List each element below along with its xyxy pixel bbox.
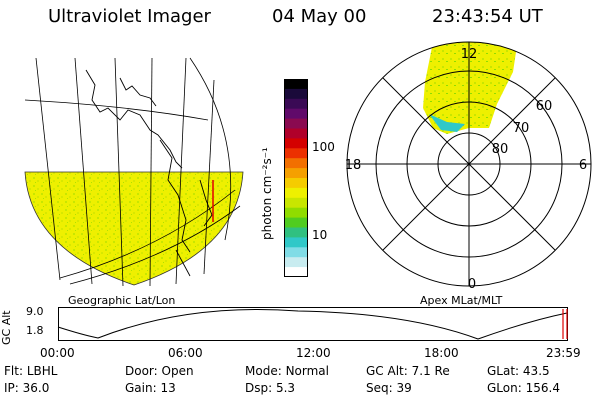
status-glat: GLat: 43.5	[487, 364, 550, 378]
status-gain: Gain: 13	[125, 381, 176, 395]
status-gc-alt: GC Alt: 7.1 Re	[366, 364, 450, 378]
mlt-diagonal-2	[382, 77, 556, 251]
parallel-lines	[24, 99, 241, 285]
meridian-lines	[35, 57, 232, 287]
status-dsp: Dsp: 5.3	[245, 381, 296, 395]
colorbar-band	[284, 138, 308, 149]
status-door: Door: Open	[125, 364, 194, 378]
geographic-label: Geographic Lat/Lon	[68, 294, 176, 307]
colorbar-frame	[284, 79, 308, 277]
polar-plot: 12 18 6 0 60 70 80	[345, 41, 592, 292]
coastlines	[85, 69, 213, 277]
mlt-label-12: 12	[461, 47, 478, 62]
time-tick-2359: 23:59	[546, 346, 581, 360]
colorbar-band	[284, 217, 308, 228]
status-ip: IP: 36.0	[4, 381, 50, 395]
colorbar-unit-label: photon cm⁻²s⁻¹	[260, 147, 274, 240]
color-bar	[284, 79, 308, 278]
apex-label: Apex MLat/MLT	[420, 294, 503, 307]
altitude-tick-1-8: 1.8	[26, 324, 44, 337]
altitude-axis-title: GC Alt	[0, 310, 13, 345]
time-tick-1800: 18:00	[424, 346, 459, 360]
colorbar-band	[284, 88, 308, 100]
status-flt: Flt: LBHL	[4, 364, 58, 378]
status-mode: Mode: Normal	[245, 364, 329, 378]
time-tick-1200: 12:00	[296, 346, 331, 360]
mlt-label-6: 6	[579, 158, 587, 173]
colorbar-band	[284, 118, 308, 129]
time-tick-0600: 06:00	[168, 346, 203, 360]
colorbar-tick-100: 100	[312, 140, 335, 154]
colorbar-band	[284, 108, 308, 120]
colorbar-band	[284, 187, 308, 199]
time-label: 23:43:54 UT	[432, 6, 543, 27]
geographic-image	[24, 57, 244, 287]
colorbar-band	[284, 257, 308, 268]
colorbar-band	[284, 207, 308, 219]
image-fill	[24, 171, 244, 286]
colorbar-band	[284, 247, 308, 258]
colorbar-band	[284, 267, 308, 278]
altitude-curve	[57, 309, 568, 340]
mlt-label-0: 0	[468, 277, 476, 292]
colorbar-band	[284, 168, 308, 179]
mlt-label-18: 18	[345, 158, 362, 173]
status-seq: Seq: 39	[366, 381, 412, 395]
colorbar-band	[284, 79, 308, 90]
colorbar-band	[284, 148, 308, 159]
colorbar-band	[284, 98, 308, 110]
altitude-frame	[58, 307, 568, 341]
date-label: 04 May 00	[272, 6, 367, 27]
colorbar-band	[284, 237, 308, 248]
lat-label-80: 80	[492, 142, 509, 157]
altitude-plot	[57, 307, 568, 341]
status-glon: GLon: 156.4	[487, 381, 560, 395]
colorbar-band	[284, 128, 308, 139]
colorbar-tick-10: 10	[312, 228, 328, 242]
polar-image-fill	[423, 42, 519, 134]
instrument-title: Ultraviolet Imager	[48, 6, 211, 27]
lat-label-70: 70	[513, 121, 530, 136]
colorbar-band	[284, 178, 308, 189]
colorbar-band	[284, 197, 308, 209]
colorbar-band	[284, 158, 308, 169]
time-tick-0000: 00:00	[40, 346, 75, 360]
altitude-tick-9: 9.0	[26, 305, 44, 318]
lat-label-60: 60	[536, 99, 553, 114]
polar-bright-patch	[429, 114, 465, 132]
colorbar-band	[284, 227, 308, 238]
